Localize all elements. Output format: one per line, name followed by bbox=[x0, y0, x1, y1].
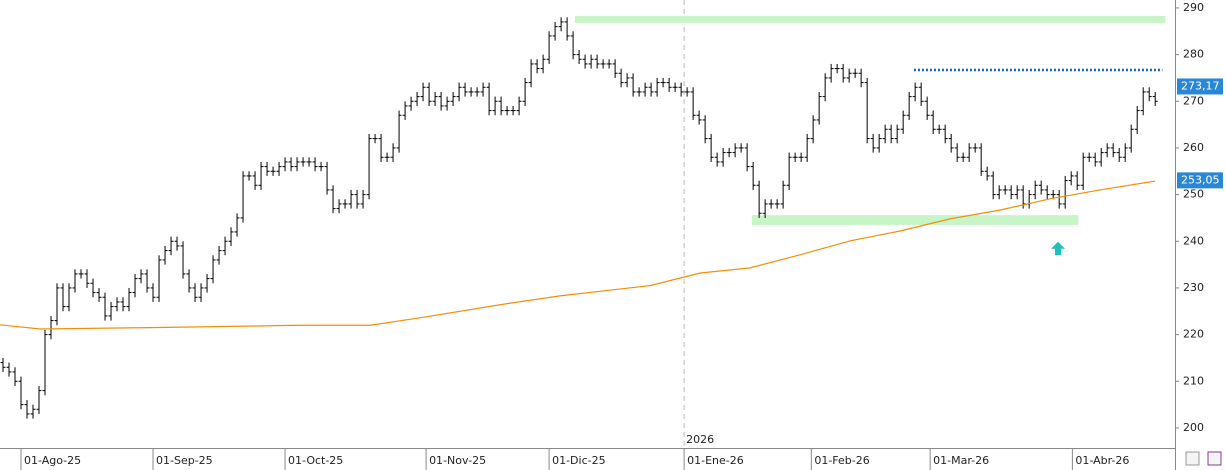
save-icon[interactable] bbox=[1207, 451, 1222, 466]
y-tick-label: 220 bbox=[1183, 328, 1204, 341]
x-tick-label: 01-Ene-26 bbox=[687, 454, 744, 467]
price-tag bbox=[1177, 78, 1223, 95]
moving-average bbox=[0, 180, 1156, 330]
support-band bbox=[751, 215, 1079, 225]
y-tick-label: 210 bbox=[1183, 374, 1204, 387]
y-tick-label: 290 bbox=[1183, 1, 1204, 14]
x-tick-label: 01-Abr-26 bbox=[1075, 454, 1129, 467]
price-tag-label: 273,17 bbox=[1181, 79, 1220, 92]
y-tick-label: 240 bbox=[1183, 234, 1204, 247]
price-tag-label: 253,05 bbox=[1181, 173, 1220, 186]
y-tick-label: 270 bbox=[1183, 94, 1204, 107]
y-tick-label: 250 bbox=[1183, 188, 1204, 201]
price-tag bbox=[1177, 172, 1223, 189]
x-tick-label: 01-Oct-25 bbox=[288, 454, 343, 467]
year-label: 2026 bbox=[686, 433, 714, 446]
y-tick-label: 280 bbox=[1183, 48, 1204, 61]
x-tick-label: 01-Mar-26 bbox=[933, 454, 989, 467]
settings-icon[interactable] bbox=[1185, 451, 1200, 466]
x-tick-label: 01-Nov-25 bbox=[429, 454, 486, 467]
y-tick-label: 260 bbox=[1183, 141, 1204, 154]
x-tick-label: 01-Ago-25 bbox=[24, 454, 81, 467]
x-tick-label: 01-Sep-25 bbox=[156, 454, 213, 467]
x-tick-label: 01-Feb-26 bbox=[814, 454, 869, 467]
y-tick-label: 200 bbox=[1183, 421, 1204, 434]
buy-arrow bbox=[1050, 241, 1065, 256]
support-band bbox=[574, 15, 1166, 23]
x-tick-label: 01-Dic-25 bbox=[552, 454, 606, 467]
y-tick-label: 230 bbox=[1183, 281, 1204, 294]
